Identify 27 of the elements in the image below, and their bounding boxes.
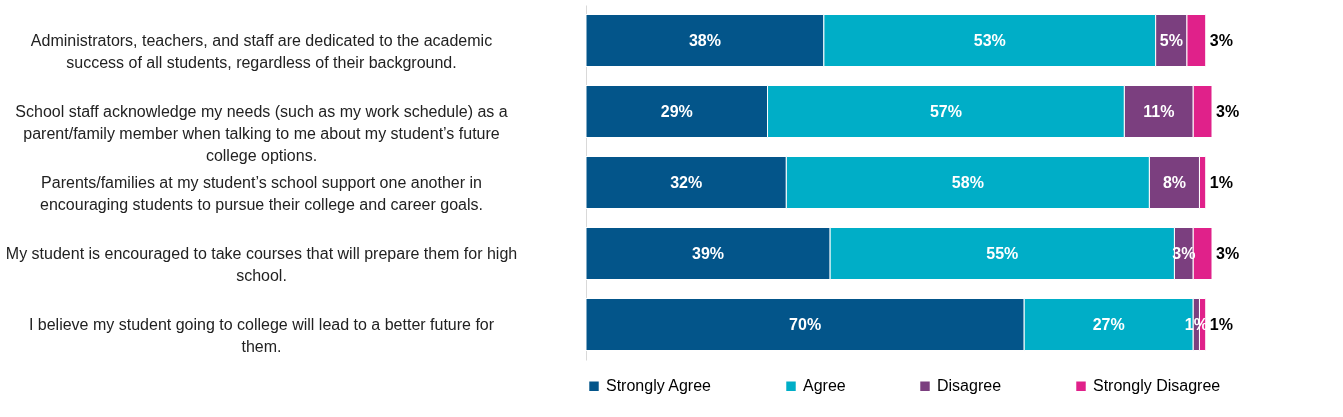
data-label: 5% [1159,31,1183,49]
data-label: 1% [1209,173,1233,191]
data-label: 53% [973,31,1006,49]
data-label: 3% [1216,102,1240,120]
y-tick-label: Parents/families at my student’s school support one another in encouraging students to pursue their college and career goals. [40,173,483,213]
data-label: 57% [929,102,962,120]
data-label: 3% [1216,244,1240,262]
legend-label: Agree [803,377,846,395]
data-label: 1% [1209,315,1233,333]
data-label: 38% [688,31,721,49]
y-tick-label: Administrators, teachers, and staff are dedicated to the academic success of all students, regardless of their background. [30,31,493,71]
legend-label: Strongly Agree [606,377,712,395]
data-label: 39% [692,244,725,262]
data-label: 70% [789,315,822,333]
y-tick-label: My student is encouraged to take courses that will prepare them for high school. [5,244,518,284]
data-label: 11% [1143,102,1175,120]
data-label: 27% [1092,315,1125,333]
data-label: 29% [660,102,693,120]
legend-label: Disagree [937,377,1002,395]
data-label: 55% [986,244,1019,262]
legend-label: Strongly Disagree [1093,377,1221,395]
data-label: 58% [951,173,984,191]
data-label: 8% [1162,173,1186,191]
data-label: 32% [670,173,703,191]
y-tick-label: School staff acknowledge my needs (such as my work schedule) as a parent/family member when talking to me about my student’s future college options. [15,102,508,164]
data-label: 3% [1209,31,1233,49]
y-tick-label: I believe my student going to college will lead to a better future for them. [28,315,495,355]
